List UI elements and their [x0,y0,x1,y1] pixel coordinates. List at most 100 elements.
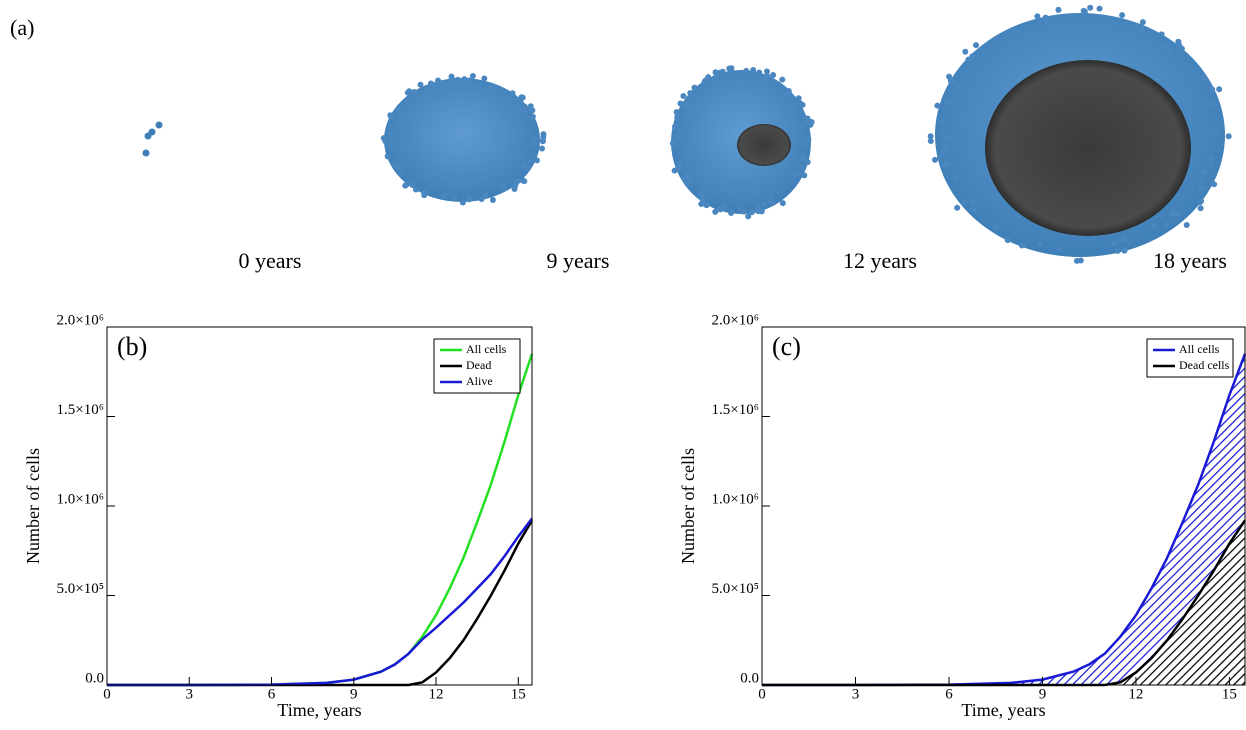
cell [528,108,535,115]
cell [750,67,757,74]
cell [382,137,389,144]
x-tick-label: 12 [429,686,444,702]
cell [947,77,954,84]
cell [1197,185,1204,192]
cell [763,68,770,75]
x-tick-label: 0 [758,686,766,702]
cell [514,102,521,109]
cell [721,204,728,211]
cell [717,69,724,76]
necrotic-core [737,124,791,166]
cell [779,200,786,207]
cell [699,195,706,202]
area-fill [762,520,1245,685]
x-tick-label: 9 [1039,686,1047,702]
x-tick-label: 6 [945,686,953,702]
cell [969,53,976,60]
necrotic-core [985,60,1191,236]
cell [691,84,698,91]
cell [155,121,163,129]
y-tick-label: 5.0×10⁵ [57,581,104,597]
cell [702,77,709,84]
cell [512,182,519,189]
y-axis-label: Number of cells [23,448,43,564]
cell [962,48,969,55]
line [107,353,534,687]
cell [1216,86,1223,93]
y-tick-label: 0.0 [740,670,759,686]
cell [1158,31,1165,38]
cell [441,193,448,200]
cell [387,131,394,138]
legend-box [1146,338,1234,378]
cell [142,149,150,157]
cell [1198,197,1205,204]
cell [687,178,694,185]
cell [469,72,476,79]
cell [1169,210,1176,217]
x-tick-label: 6 [268,686,276,702]
cell [387,112,394,119]
cell [971,206,978,213]
cell [488,83,495,90]
cell [398,169,405,176]
cell [1096,5,1103,12]
cell [1080,7,1087,14]
cell [1111,240,1118,247]
cell [927,138,934,145]
cell [404,98,411,105]
cell [728,65,735,72]
cell [531,135,538,142]
cell [1197,177,1204,184]
cell [1018,242,1025,249]
cell [952,175,959,182]
cell [528,114,535,121]
cell [1044,19,1051,26]
cell [760,200,767,207]
cell [674,114,681,121]
cell [1209,86,1216,93]
cell [755,203,762,210]
cell [539,145,546,152]
panel-label: (a) [10,15,34,40]
cell [531,140,538,147]
cell [466,196,473,203]
legend-label: Dead cells [1179,358,1230,372]
cell [435,77,442,84]
cell [1034,13,1041,20]
cell [767,197,774,204]
cell [942,161,949,168]
cell [514,177,521,184]
cell [451,194,458,201]
cell [522,108,529,115]
cell [1225,133,1232,140]
cell [1051,21,1058,28]
cell [992,224,999,231]
cell [509,90,516,97]
cell [1207,162,1214,169]
y-tick-label: 2.0×10⁶ [712,312,759,328]
cell [521,178,528,185]
cell [481,75,488,82]
legend-label: Dead [466,358,491,372]
cell [779,76,786,83]
area-outline [762,353,1246,687]
cell [961,199,968,206]
cell [784,92,791,99]
cell [1114,247,1121,254]
caption: 9 years [547,248,610,273]
cell [417,81,424,88]
cell [1175,38,1182,45]
cell [989,40,996,47]
cell [1151,223,1158,230]
cell [941,132,948,139]
cell [954,204,961,211]
cell [693,92,700,99]
cell [527,103,534,110]
cell [1208,101,1215,108]
tumor-9y [384,78,540,202]
legend-label: All cells [1179,342,1220,356]
cell [412,186,419,193]
cell [669,140,676,147]
